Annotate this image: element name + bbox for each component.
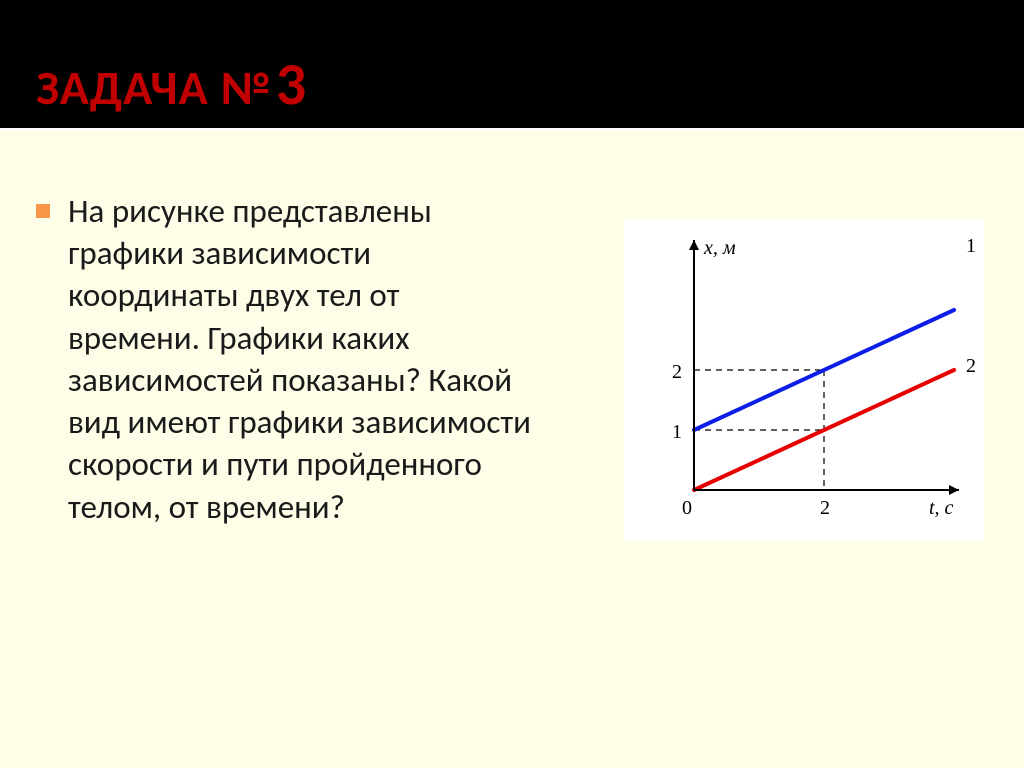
bullet-icon <box>36 204 50 218</box>
svg-text:2: 2 <box>672 361 682 383</box>
slide: ЗАДАЧА № 3 На рисунке представлены графи… <box>0 0 1024 768</box>
slide-title-label: ЗАДАЧА № <box>36 58 272 117</box>
body-area: На рисунке представлены графики зависимо… <box>36 190 536 528</box>
svg-text:2: 2 <box>820 497 830 519</box>
svg-text:t, с: t, с <box>929 497 954 519</box>
slide-title-number: 3 <box>276 48 306 121</box>
svg-text:1: 1 <box>966 235 976 257</box>
svg-text:0: 0 <box>682 497 692 519</box>
chart-svg: 1 2 t, с x, м 0 2 1 2 <box>624 220 984 540</box>
svg-text:2: 2 <box>966 355 976 377</box>
chart: 1 2 t, с x, м 0 2 1 2 <box>624 220 984 540</box>
body-text: На рисунке представлены графики зависимо… <box>68 190 536 528</box>
title-bar: ЗАДАЧА № 3 <box>36 48 306 118</box>
svg-text:1: 1 <box>672 421 682 443</box>
svg-text:x, м: x, м <box>703 237 736 259</box>
